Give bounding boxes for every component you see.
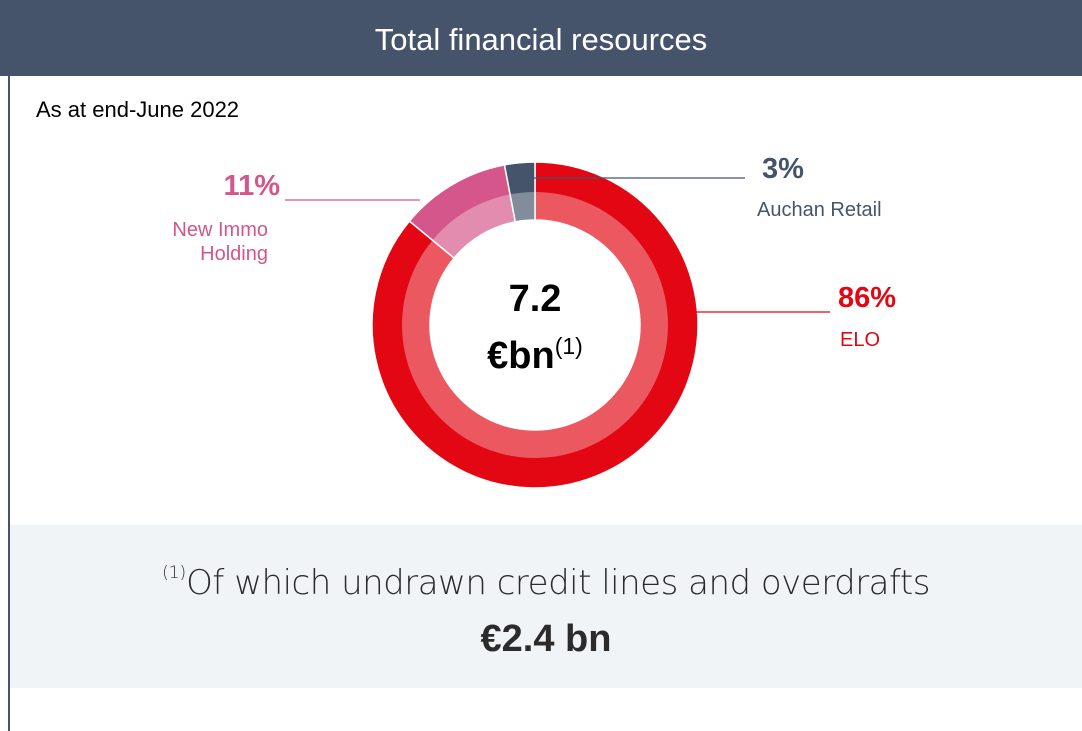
slice-outer bbox=[371, 161, 699, 489]
category-label: New Immo Holding bbox=[172, 219, 268, 265]
donut-chart bbox=[285, 161, 830, 489]
slice-inner-tint bbox=[510, 192, 535, 222]
border bbox=[8, 76, 10, 731]
category-label: Auchan Retail bbox=[757, 199, 882, 221]
footnote-value: €2.4 bn bbox=[480, 618, 612, 660]
slice-outer bbox=[503, 161, 536, 223]
center-note: (1) bbox=[554, 333, 583, 359]
subtitle: As at end-June 2022 bbox=[36, 97, 240, 122]
value-label: 86% bbox=[838, 282, 897, 314]
center-unit: €bn bbox=[487, 335, 555, 377]
center-value: 7.2 bbox=[508, 278, 562, 320]
slice bbox=[503, 161, 536, 223]
category-label: ELO bbox=[840, 329, 881, 351]
value-label: 3% bbox=[762, 153, 804, 185]
footnote-text-wrap: (1)Of which undrawn credit lines and ove… bbox=[10, 563, 1082, 603]
slice bbox=[371, 161, 699, 489]
footnote-marker: (1) bbox=[162, 563, 187, 583]
footnote-text: Of which undrawn credit lines and overdr… bbox=[186, 563, 930, 603]
header: Total financial resources bbox=[0, 0, 1082, 76]
slice-inner-tint bbox=[432, 194, 516, 259]
footnote-box: (1)Of which undrawn credit lines and ove… bbox=[10, 525, 1082, 688]
title: Total financial resources bbox=[374, 22, 708, 57]
center-unit-wrap: €bn(1) bbox=[435, 333, 635, 378]
value-label: 11% bbox=[223, 170, 280, 202]
